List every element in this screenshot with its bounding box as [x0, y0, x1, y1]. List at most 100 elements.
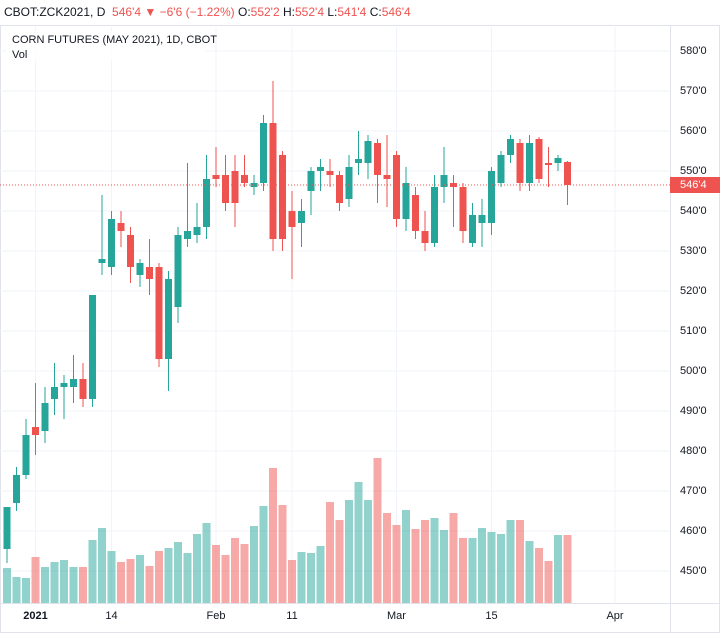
candle-body	[326, 171, 334, 175]
candle-body	[288, 211, 296, 227]
symbol[interactable]: CBOT:ZCK2021, D	[4, 5, 106, 19]
y-tick-label: 550'0	[680, 165, 707, 177]
volume-bar	[202, 523, 211, 603]
candle-body	[412, 195, 419, 231]
y-tick-label: 530'0	[680, 245, 707, 257]
volume-bar	[60, 560, 68, 603]
last-price-label: 546'4	[680, 179, 707, 191]
volume-bar	[506, 520, 515, 603]
candle-body	[155, 267, 163, 359]
candle-body	[564, 162, 571, 185]
candle-body	[298, 211, 305, 223]
candle-body	[3, 507, 11, 549]
candle-body	[32, 427, 39, 435]
vol-label: Vol	[12, 49, 27, 61]
legend-bg	[6, 31, 206, 61]
y-tick-label: 450'0	[680, 565, 707, 577]
candle-body	[402, 183, 410, 219]
last: 546'4	[112, 5, 142, 19]
candle-body	[89, 295, 96, 399]
candle-body	[364, 141, 372, 163]
volume-bar	[411, 529, 420, 603]
candle-body	[231, 171, 239, 203]
candle-body	[79, 379, 87, 399]
candle-body	[317, 167, 324, 171]
volume-bar	[3, 568, 11, 603]
volume-bar	[107, 551, 116, 603]
y-tick-label: 460'0	[680, 525, 707, 537]
candle-body	[469, 215, 476, 243]
candle-body	[108, 219, 115, 267]
y-tick-label: 500'0	[680, 365, 707, 377]
volume-bar	[88, 540, 97, 603]
c-label: C:	[369, 5, 382, 19]
candle-body	[459, 187, 467, 231]
candle-body	[393, 155, 400, 219]
volume-bar	[563, 535, 572, 603]
candle-body	[260, 123, 267, 183]
volume-bar	[307, 553, 315, 603]
volume-bar	[69, 567, 78, 603]
h: 552'4	[295, 5, 324, 19]
candle-body	[193, 227, 201, 235]
candle-body	[222, 175, 229, 203]
volume-bar	[468, 538, 477, 603]
volume-bar	[22, 578, 30, 603]
candle-body	[13, 475, 20, 503]
last-price-tag	[670, 177, 720, 193]
x-tick-label: 11	[286, 610, 297, 622]
candle-body	[478, 215, 486, 223]
volume-bar	[345, 500, 353, 603]
candle-body	[60, 383, 68, 387]
volume-bar	[50, 562, 59, 603]
candle-body	[345, 167, 353, 199]
candle-body	[488, 171, 495, 223]
candle-body	[440, 175, 448, 187]
volume-bar	[278, 505, 287, 603]
candle-body	[51, 387, 58, 399]
volume-bar	[535, 548, 543, 603]
candle-body	[421, 231, 429, 243]
volume-bar	[554, 535, 562, 603]
candle-body	[146, 267, 153, 279]
volume-bar	[193, 534, 201, 603]
volume-bar	[392, 525, 401, 603]
candle-body	[554, 158, 562, 163]
candle-body	[383, 175, 391, 179]
volume-bar	[212, 545, 220, 603]
candle-body	[127, 235, 134, 267]
arrow: ▼	[144, 5, 157, 19]
volume-bar	[516, 520, 524, 603]
volume-bar	[41, 567, 49, 603]
volume-bar	[288, 560, 296, 603]
volume-bar	[183, 553, 192, 603]
y-tick-label: 520'0	[680, 285, 707, 297]
volume-bar	[364, 500, 372, 603]
volume-bar	[117, 562, 125, 603]
volume-bar	[383, 513, 391, 603]
o: 552'2	[250, 5, 280, 19]
x-tick-label: Mar	[387, 610, 406, 622]
candle-body	[136, 263, 144, 275]
volume-bar	[250, 526, 258, 603]
volume-bar	[316, 546, 325, 603]
volume-bar	[174, 542, 182, 603]
candle-body	[250, 183, 258, 187]
candle-body	[70, 379, 77, 387]
candle-body	[184, 231, 191, 239]
candle-body	[526, 143, 533, 183]
volume-bar	[459, 538, 467, 603]
volume-bar	[430, 518, 439, 603]
volume-bar	[269, 468, 277, 603]
volume-bar	[525, 541, 534, 603]
candle-body	[98, 259, 106, 263]
candle-body	[41, 403, 49, 431]
candle-body	[241, 175, 248, 183]
y-tick-label: 480'0	[680, 445, 707, 457]
h-label: H:	[283, 5, 295, 19]
volume-bar	[440, 530, 448, 603]
volume-bar	[544, 561, 553, 603]
volume-bar	[164, 548, 173, 603]
candle-body	[431, 187, 438, 243]
candle-body	[497, 155, 505, 183]
